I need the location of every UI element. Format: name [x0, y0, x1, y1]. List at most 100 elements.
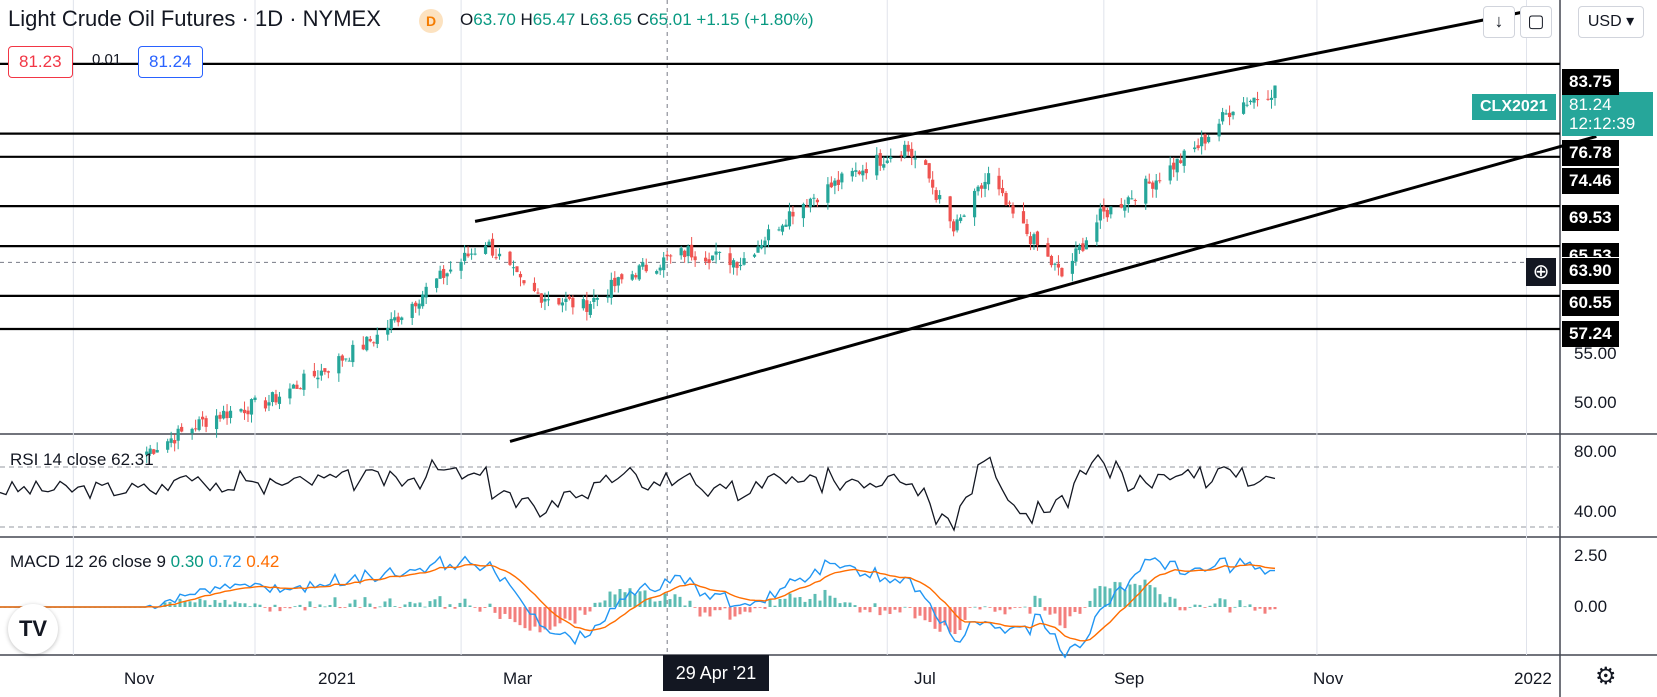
candle-body [539, 293, 544, 303]
candle-body [508, 251, 512, 265]
candle-body [707, 259, 711, 264]
candle-body [316, 377, 320, 380]
macd-histogram-bar [303, 607, 307, 611]
macd-histogram-bar [708, 607, 712, 617]
candle-body [986, 173, 991, 185]
macd-histogram-bar [978, 607, 982, 610]
macd-histogram-bar [1188, 606, 1192, 608]
candle-body [1231, 111, 1235, 116]
macd-histogram-bar [718, 607, 722, 611]
macd-histogram-bar [1233, 606, 1237, 608]
candle-body [410, 303, 414, 318]
macd-histogram-bar [368, 603, 372, 607]
crosshair-price-tag: 63.90 [1562, 258, 1619, 284]
candle-body [979, 185, 984, 189]
macd-histogram-bar [598, 602, 602, 607]
macd-histogram-bar [883, 607, 887, 611]
macd-histogram-bar [888, 607, 892, 614]
channel-lower-trendline [509, 134, 1597, 443]
macd-histogram-bar [568, 607, 572, 621]
candle-body [152, 449, 156, 454]
level-tag: 60.55 [1562, 290, 1619, 316]
candle-body [1025, 223, 1029, 235]
macd-histogram-bar [868, 607, 872, 613]
macd-histogram-bar [1018, 607, 1022, 608]
crosshair-plus-icon[interactable]: ⊕ [1526, 258, 1556, 286]
time-axis-label: Jul [914, 669, 936, 688]
macd-histogram-bar [453, 607, 457, 609]
macd-histogram-bar [878, 607, 882, 616]
candle-body [693, 256, 697, 261]
macd-histogram-bar [683, 605, 687, 607]
fullscreen-icon[interactable]: ▢ [1520, 6, 1552, 38]
candle-body [347, 360, 351, 362]
macd-histogram-bar [758, 607, 762, 608]
macd-histogram-bar [963, 607, 967, 620]
candle-body [274, 394, 278, 403]
ask-button[interactable]: 81.24 [138, 46, 203, 78]
candle-body [490, 238, 495, 256]
candle-body [836, 179, 840, 185]
candle-body [1151, 182, 1155, 189]
macd-histogram-bar [908, 607, 912, 608]
candle-body [190, 428, 194, 434]
last-price-tag: 81.24 12:12:39 [1562, 92, 1653, 136]
macd-histogram-bar [1143, 579, 1147, 607]
candle-body [592, 298, 596, 303]
macd-histogram-bar [673, 594, 677, 607]
macd-histogram-bar [813, 593, 817, 607]
market-status-badge[interactable]: D [419, 9, 443, 33]
candle-body [1004, 192, 1008, 205]
candle-body [263, 400, 268, 409]
candle-body [462, 252, 467, 261]
candle-body [1241, 102, 1246, 114]
ohlc-readout: O63.70 H65.47 L63.65 C65.01 +1.15 (+1.80… [460, 10, 814, 29]
download-icon[interactable]: ↓ [1483, 6, 1515, 38]
candle-body [1179, 160, 1183, 163]
candle-body [249, 399, 254, 415]
macd-histogram-bar [473, 607, 477, 608]
candle-body [637, 265, 641, 280]
candle-body [1182, 150, 1186, 166]
candle-body [910, 148, 914, 157]
bid-button[interactable]: 81.23 [8, 46, 73, 78]
time-axis-label: Nov [1313, 669, 1344, 688]
candle-body [469, 253, 474, 255]
macd-histogram-bar [363, 597, 367, 607]
macd-histogram-bar [318, 604, 322, 607]
macd-histogram-bar [228, 604, 232, 607]
candle-body [323, 368, 327, 372]
candle-body [197, 419, 201, 430]
candle-body [1147, 181, 1151, 184]
macd-histogram-bar [478, 607, 482, 612]
candle-body [731, 260, 736, 268]
candle-body [854, 170, 858, 172]
candle-body [459, 262, 463, 271]
candle-body [655, 271, 659, 274]
candle-body [295, 384, 299, 389]
macd-histogram-bar [803, 601, 807, 607]
macd-histogram-bar [163, 602, 167, 607]
candle-body [518, 273, 523, 278]
macd-histogram-bar [743, 607, 747, 612]
candle-body [487, 241, 491, 246]
currency-select[interactable]: USD ▾ [1578, 6, 1644, 38]
candle-body [239, 409, 243, 412]
candle-body [421, 294, 425, 307]
macd-histogram-bar [1258, 607, 1262, 609]
macd-histogram-bar [638, 591, 642, 607]
candle-body [288, 388, 292, 399]
candle-body [903, 144, 907, 158]
candle-body [690, 244, 694, 258]
candle-body [801, 203, 806, 219]
candle-body [815, 199, 819, 203]
macd-histogram-bar [918, 607, 922, 616]
candle-body [1221, 112, 1225, 122]
candle-body [1123, 204, 1127, 211]
macd-histogram-bar [833, 597, 837, 607]
macd-histogram-bar [463, 598, 467, 607]
gear-icon[interactable]: ⚙ [1595, 663, 1617, 690]
tradingview-logo[interactable]: TV [8, 604, 58, 654]
candle-body [1053, 263, 1057, 265]
